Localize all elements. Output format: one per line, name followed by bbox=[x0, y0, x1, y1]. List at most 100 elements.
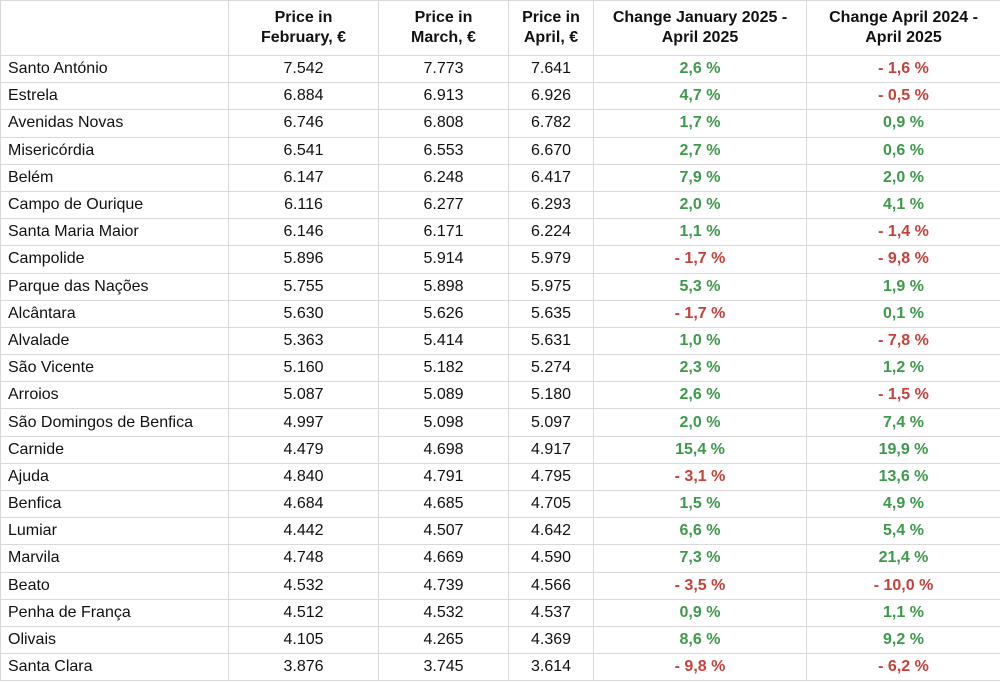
district-name: Estrela bbox=[0, 82, 229, 111]
table-row: Santo António 7.542 7.773 7.641 2,6 % - 1,6 % bbox=[0, 54, 1000, 84]
change-cell: - 7,8 % bbox=[806, 326, 1000, 356]
price-cell: 4.997 bbox=[228, 408, 379, 437]
table-row: Penha de França 4.512 4.532 4.537 0,9 % 1,1 % bbox=[0, 598, 1000, 627]
price-cell: 4.791 bbox=[378, 462, 509, 492]
price-cell: 5.098 bbox=[378, 408, 509, 437]
price-cell: 4.748 bbox=[228, 544, 379, 573]
price-cell: 4.532 bbox=[228, 571, 379, 600]
change-cell: 4,9 % bbox=[806, 489, 1000, 519]
price-cell: 6.553 bbox=[378, 136, 509, 165]
price-cell: 6.224 bbox=[508, 218, 594, 247]
table-row: Campolide 5.896 5.914 5.979- 1,7 % - 9,8 % bbox=[0, 245, 1000, 274]
change-cell: 2,0 % bbox=[806, 163, 1000, 192]
price-cell: 5.087 bbox=[228, 381, 379, 410]
table-body: Santo António 7.542 7.773 7.641 2,6 % - 1,6 %… bbox=[0, 54, 1000, 682]
header-line: April, € bbox=[523, 29, 579, 46]
table-row: Ajuda 4.840 4.791 4.795- 3,1 % 13,6 % bbox=[0, 462, 1000, 492]
price-cell: 5.755 bbox=[228, 272, 379, 301]
price-cell: 5.089 bbox=[378, 381, 509, 410]
header-line: Price in bbox=[414, 9, 473, 26]
price-cell: 4.512 bbox=[228, 598, 379, 627]
change-cell: 1,1 % bbox=[806, 598, 1000, 627]
change-cell: 9,2 % bbox=[806, 625, 1000, 655]
price-cell: 3.614 bbox=[508, 653, 594, 682]
price-cell: 4.507 bbox=[378, 517, 509, 546]
price-cell: 6.277 bbox=[378, 190, 509, 220]
district-name: Santa Clara bbox=[0, 653, 229, 682]
price-cell: 6.913 bbox=[378, 82, 509, 111]
price-cell: 6.884 bbox=[228, 82, 379, 111]
price-cell: 5.182 bbox=[378, 354, 509, 383]
price-cell: 6.171 bbox=[378, 218, 509, 247]
price-cell: 4.705 bbox=[508, 489, 594, 519]
header-line: April 2025 bbox=[661, 29, 739, 46]
change-cell: - 1,7 % bbox=[593, 299, 807, 328]
table-row: Avenidas Novas 6.746 6.808 6.782 1,7 % 0,9 % bbox=[0, 109, 1000, 138]
price-cell: 6.147 bbox=[228, 163, 379, 192]
price-cell: 4.917 bbox=[508, 435, 594, 464]
price-cell: 6.541 bbox=[228, 136, 379, 165]
table-row: Marvila 4.748 4.669 4.590 7,3 % 21,4 % bbox=[0, 544, 1000, 573]
price-cell: 6.808 bbox=[378, 109, 509, 138]
table-row: Santa Maria Maior 6.146 6.171 6.224 1,1 % - 1… bbox=[0, 218, 1000, 247]
price-cell: 4.532 bbox=[378, 598, 509, 627]
change-cell: 0,1 % bbox=[806, 299, 1000, 328]
change-cell: 0,9 % bbox=[593, 598, 807, 627]
price-cell: 6.417 bbox=[508, 163, 594, 192]
district-name: Santo António bbox=[0, 54, 229, 84]
price-cell: 4.479 bbox=[228, 435, 379, 464]
table-row: Santa Clara 3.876 3.745 3.614- 9,8 % - 6,2 % bbox=[0, 653, 1000, 682]
price-cell: 6.782 bbox=[508, 109, 594, 138]
header-line: Change April 2024 - bbox=[829, 9, 978, 26]
change-cell: - 10,0 % bbox=[806, 571, 1000, 600]
district-name: Penha de França bbox=[0, 598, 229, 627]
table-row: Lumiar 4.442 4.507 4.642 6,6 % 5,4 % bbox=[0, 517, 1000, 546]
change-cell: - 1,5 % bbox=[806, 381, 1000, 410]
column-header bbox=[0, 0, 229, 56]
price-cell: 5.414 bbox=[378, 326, 509, 356]
table-row: Campo de Ourique 6.116 6.277 6.293 2,0 % 4,1 … bbox=[0, 190, 1000, 220]
change-cell: 19,9 % bbox=[806, 435, 1000, 464]
header-line: Price in bbox=[522, 9, 580, 26]
change-cell: 15,4 % bbox=[593, 435, 807, 464]
change-cell: 7,4 % bbox=[806, 408, 1000, 437]
price-cell: 6.248 bbox=[378, 163, 509, 192]
change-cell: - 1,7 % bbox=[593, 245, 807, 274]
change-cell: 21,4 % bbox=[806, 544, 1000, 573]
table-row: Parque das Nações 5.755 5.898 5.975 5,3 % 1,9… bbox=[0, 272, 1000, 301]
change-cell: - 1,4 % bbox=[806, 218, 1000, 247]
table-row: Carnide 4.479 4.698 4.917 15,4 % 19,9 % bbox=[0, 435, 1000, 464]
price-cell: 4.369 bbox=[508, 625, 594, 655]
district-name: Ajuda bbox=[0, 462, 229, 492]
district-name: Santa Maria Maior bbox=[0, 218, 229, 247]
price-cell: 7.773 bbox=[378, 54, 509, 84]
price-cell: 4.669 bbox=[378, 544, 509, 573]
price-cell: 5.180 bbox=[508, 381, 594, 410]
district-name: Alcântara bbox=[0, 299, 229, 328]
price-cell: 6.146 bbox=[228, 218, 379, 247]
district-name: Marvila bbox=[0, 544, 229, 573]
change-cell: 2,6 % bbox=[593, 381, 807, 410]
district-name: Beato bbox=[0, 571, 229, 600]
price-cell: 6.746 bbox=[228, 109, 379, 138]
column-header: Price in February, € bbox=[228, 0, 379, 56]
column-header: Change January 2025 - April 2025 bbox=[593, 0, 807, 56]
price-cell: 5.160 bbox=[228, 354, 379, 383]
price-cell: 4.840 bbox=[228, 462, 379, 492]
price-cell: 5.975 bbox=[508, 272, 594, 301]
table-row: Benfica 4.684 4.685 4.705 1,5 % 4,9 % bbox=[0, 489, 1000, 519]
district-name: Misericórdia bbox=[0, 136, 229, 165]
price-cell: 4.698 bbox=[378, 435, 509, 464]
table-row: Arroios 5.087 5.089 5.180 2,6 % - 1,5 % bbox=[0, 381, 1000, 410]
district-name: Arroios bbox=[0, 381, 229, 410]
price-cell: 5.898 bbox=[378, 272, 509, 301]
price-cell: 3.876 bbox=[228, 653, 379, 682]
change-cell: 1,7 % bbox=[593, 109, 807, 138]
district-name: Parque das Nações bbox=[0, 272, 229, 301]
change-cell: - 9,8 % bbox=[593, 653, 807, 682]
district-name: São Vicente bbox=[0, 354, 229, 383]
change-cell: 7,9 % bbox=[593, 163, 807, 192]
district-name: Lumiar bbox=[0, 517, 229, 546]
